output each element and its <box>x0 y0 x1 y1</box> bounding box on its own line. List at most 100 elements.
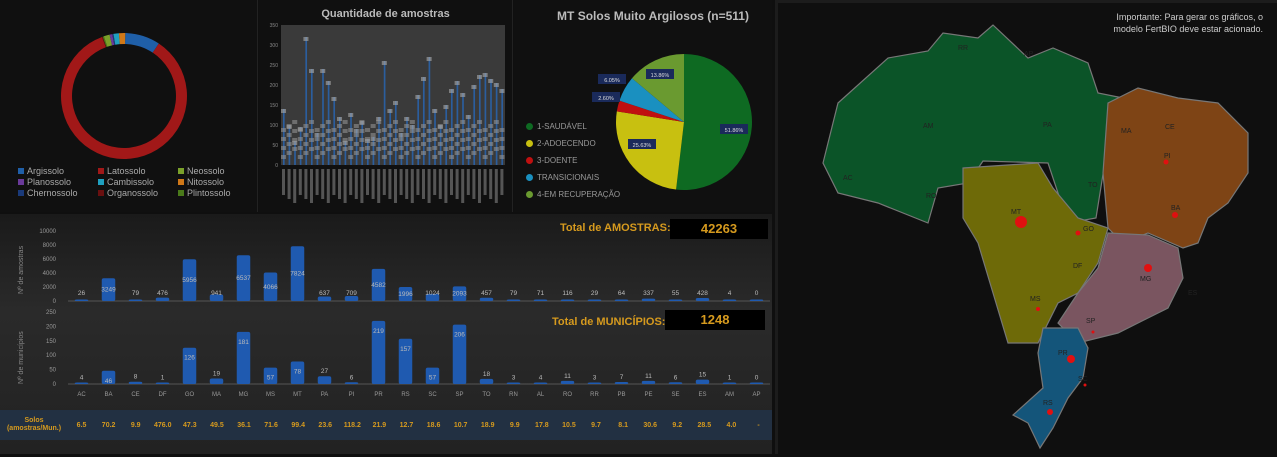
svg-text:SP: SP <box>455 392 463 398</box>
svg-text:55: 55 <box>672 290 680 297</box>
svg-text:6: 6 <box>350 374 354 381</box>
svg-text:19: 19 <box>213 371 221 378</box>
donut-slice <box>102 36 108 48</box>
donut-legend-item: Organossolo <box>98 188 178 198</box>
legend-label: Nitossolo <box>187 177 225 187</box>
dot-pi <box>1163 159 1169 165</box>
svg-text:TO: TO <box>482 392 491 398</box>
ratio-cell: 9.7 <box>591 421 601 429</box>
svg-text:6.05%: 6.05% <box>604 78 620 84</box>
svg-text:SC: SC <box>428 392 437 398</box>
samples-per-municipality-row: Solos (amostras/Mun.) 6.5 70.2 9.9 476.0 47.… <box>0 410 772 440</box>
svg-text:2093: 2093 <box>452 291 467 298</box>
ratio-cell: 23.6 <box>318 421 333 429</box>
legend-label: 3-DOENTE <box>537 156 578 165</box>
svg-text:MT: MT <box>1011 209 1022 216</box>
svg-text:PB: PB <box>617 392 625 398</box>
svg-text:219: 219 <box>373 328 384 335</box>
dot-go <box>1075 230 1081 236</box>
svg-text:4: 4 <box>539 375 543 382</box>
svg-text:7824: 7824 <box>290 271 305 278</box>
ratio-cell: 18.9 <box>480 421 495 429</box>
svg-text:AC: AC <box>843 175 853 182</box>
svg-text:26: 26 <box>78 290 86 297</box>
svg-text:4: 4 <box>80 375 84 382</box>
legend-label: Chernossolo <box>27 188 78 198</box>
svg-text:4582: 4582 <box>371 282 386 289</box>
svg-text:79: 79 <box>132 290 140 297</box>
svg-text:79: 79 <box>510 290 518 297</box>
dot-sc <box>1083 383 1087 387</box>
dot-ms <box>1036 307 1040 311</box>
svg-text:PR: PR <box>374 392 383 398</box>
pie-legend: 1-SAUDÁVEL 2-ADOECENDO 3-DOENTE TRANSICIONA… <box>526 118 620 203</box>
svg-text:476: 476 <box>157 290 168 297</box>
donut-legend-item: Cambissolo <box>98 177 178 187</box>
donut-slice <box>61 36 187 159</box>
svg-text:PI: PI <box>349 392 355 398</box>
total-samples-value: 42263 <box>670 219 768 239</box>
donut-legend-item: Neossolo <box>178 166 258 176</box>
svg-text:0: 0 <box>755 375 759 382</box>
ratio-cell: 21.9 <box>372 421 387 429</box>
ratio-cell: 9.9 <box>130 421 141 429</box>
svg-text:PA: PA <box>321 392 329 398</box>
donut-slice <box>118 33 126 45</box>
pie-slice <box>616 100 684 122</box>
samples-bar-panel: Quantidade de amostras 0 50 100 150 200 250 30… <box>259 0 513 212</box>
svg-text:126: 126 <box>184 355 195 362</box>
legend-swatch <box>98 168 104 174</box>
svg-text:AM: AM <box>923 123 934 130</box>
legend-swatch <box>98 190 104 196</box>
ratio-cell: 476.0 <box>154 421 172 429</box>
legend-label: Organossolo <box>107 188 159 198</box>
svg-text:PA: PA <box>1043 122 1052 129</box>
legend-label: Latossolo <box>107 166 146 176</box>
legend-swatch <box>178 190 184 196</box>
ratio-cell: 8.1 <box>618 421 628 429</box>
svg-text:CE: CE <box>1165 124 1175 131</box>
samples-chart-title: Quantidade de amostras <box>321 8 450 20</box>
total-munic-label: Total de MUNICÍPIOS: <box>552 316 666 328</box>
legend-swatch <box>18 190 24 196</box>
svg-text:1996: 1996 <box>398 291 413 298</box>
svg-text:100: 100 <box>46 353 57 359</box>
ratio-cell: 6.5 <box>76 421 87 429</box>
svg-text:GO: GO <box>185 392 195 398</box>
svg-text:50: 50 <box>49 368 56 374</box>
legend-swatch <box>18 168 24 174</box>
mt-soil-pie-panel: MT Solos Muito Argilosos (n=511) 51.86% 2… <box>514 0 772 212</box>
donut-slice <box>103 34 113 47</box>
legend-label: Neossolo <box>187 166 225 176</box>
svg-text:MA: MA <box>212 392 221 398</box>
ratio-cell: 12.7 <box>399 421 414 429</box>
svg-text:AP: AP <box>752 392 760 398</box>
legend-label: Planossolo <box>27 177 72 187</box>
legend-label: Cambissolo <box>107 177 155 187</box>
pie-chart-title: MT Solos Muito Argilosos (n=511) <box>557 9 749 23</box>
svg-text:0: 0 <box>53 382 57 388</box>
samples-bar-chart: 0 50 100 150 200 250 300 350 <box>270 23 505 203</box>
legend-label: 4-EM RECUPERAÇÃO <box>537 190 621 199</box>
ratio-cell: 118.2 <box>343 421 361 429</box>
svg-text:200: 200 <box>270 83 279 89</box>
state-stats-panel: Nº de amostras Nº de municípios Total de… <box>0 214 772 454</box>
svg-text:10000: 10000 <box>39 229 56 235</box>
dot-mg <box>1144 264 1152 272</box>
svg-text:RS: RS <box>401 392 409 398</box>
donut-slice <box>101 36 107 48</box>
dot-rs <box>1047 409 1053 415</box>
svg-text:RS: RS <box>1043 400 1053 407</box>
svg-text:57: 57 <box>429 375 437 382</box>
donut-slice <box>125 33 159 53</box>
ratio-header: Solos (amostras/Mun.) <box>6 417 62 432</box>
donut-legend-item: Plintossolo <box>178 188 258 198</box>
ratio-cell: 18.6 <box>426 421 441 429</box>
legend-label: Argissolo <box>27 166 65 176</box>
brazil-map-panel: Importante: Para gerar os gráficos, o mo… <box>775 0 1277 454</box>
ratio-cell: 17.8 <box>535 421 549 429</box>
svg-text:51.86%: 51.86% <box>725 128 744 134</box>
svg-text:200: 200 <box>46 324 57 330</box>
svg-text:29: 29 <box>591 290 599 297</box>
